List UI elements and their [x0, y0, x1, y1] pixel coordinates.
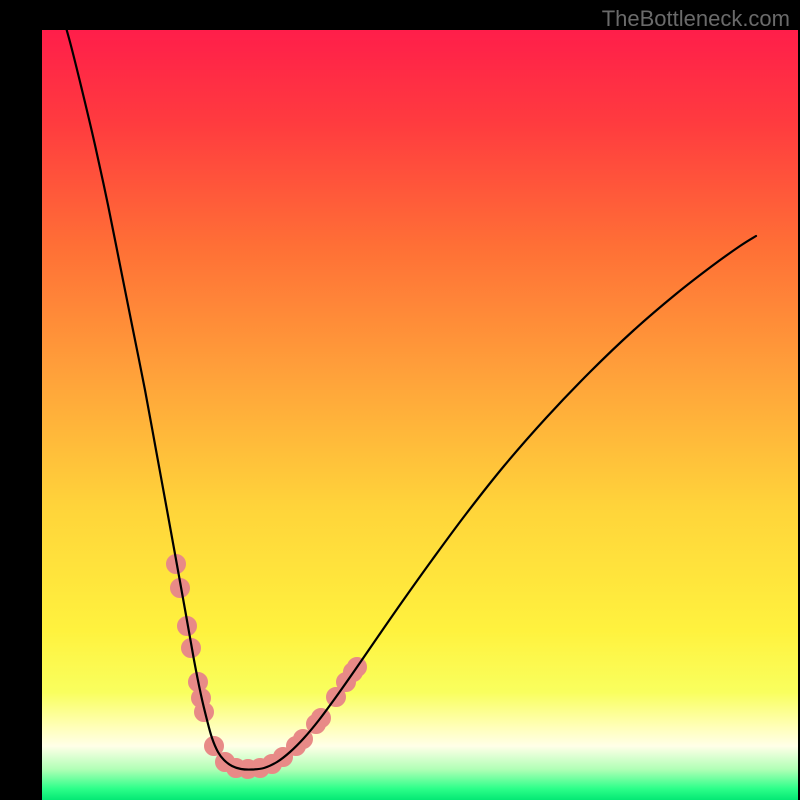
plot-area	[42, 30, 798, 800]
curve-markers	[167, 555, 367, 779]
curve-layer	[42, 30, 798, 800]
watermark-text: TheBottleneck.com	[602, 6, 790, 32]
bottleneck-curve	[58, 30, 756, 770]
